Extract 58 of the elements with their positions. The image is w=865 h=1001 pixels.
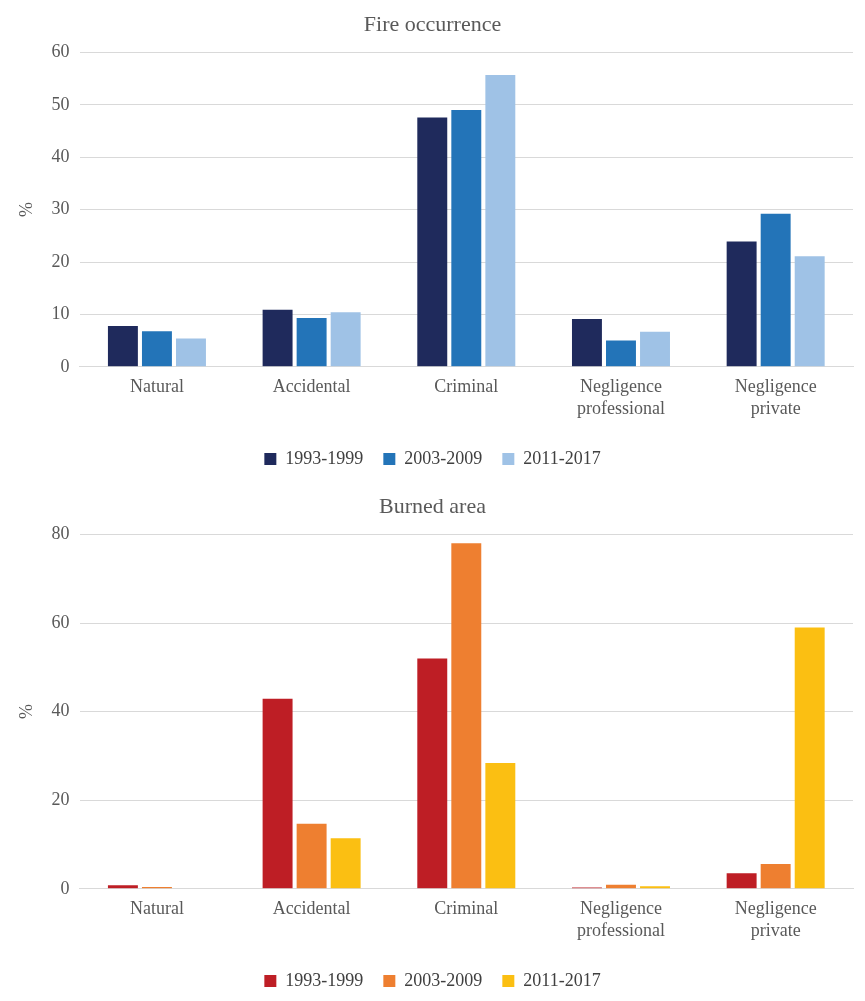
x-tick-label: Natural	[129, 376, 184, 397]
x-tick-label: Negligence professional	[576, 898, 665, 940]
legend-label: 1993-1999	[285, 969, 364, 990]
bar	[141, 331, 172, 367]
y-tick-label: 40	[51, 145, 70, 166]
bar	[262, 309, 293, 367]
bar	[176, 338, 206, 367]
bar	[794, 627, 825, 889]
bar	[296, 823, 327, 889]
bar	[451, 543, 482, 889]
y-tick-label: 50	[51, 93, 70, 114]
x-tick-label: Negligence private	[734, 376, 817, 418]
y-tick-label: 20	[51, 788, 70, 809]
y-tick-label: 40	[51, 700, 70, 721]
bar	[451, 110, 482, 367]
legend-label: 1993-1999	[285, 447, 364, 468]
y-tick-label: 60	[51, 41, 70, 62]
y-tick-label: 60	[51, 611, 70, 632]
bar	[107, 885, 138, 889]
bar	[640, 331, 670, 367]
y-axis-title: %	[15, 704, 36, 720]
y-tick-label: 10	[51, 303, 70, 324]
bar	[760, 213, 791, 367]
bar	[606, 340, 636, 367]
legend-label: 2011-2017	[523, 447, 601, 468]
bar	[485, 762, 516, 889]
x-tick-label: Negligence professional	[576, 376, 665, 418]
bar	[330, 312, 361, 367]
bar	[571, 319, 602, 367]
bar	[760, 863, 791, 889]
y-tick-label: 0	[60, 355, 70, 376]
bar	[107, 325, 138, 367]
bar	[726, 241, 757, 367]
chart-title: Burned area	[379, 492, 487, 518]
legend-label: 2003-2009	[404, 447, 483, 468]
bar	[417, 658, 448, 889]
bar	[417, 117, 448, 367]
bar	[640, 886, 670, 889]
x-tick-label: Natural	[129, 898, 184, 919]
x-tick-label: Criminal	[434, 898, 499, 919]
bar	[262, 698, 293, 889]
y-tick-label: 20	[51, 250, 70, 271]
y-axis-title: %	[15, 202, 36, 218]
x-tick-label: Negligence private	[734, 898, 817, 940]
chart-title: Fire occurrence	[363, 10, 502, 36]
x-tick-label: Accidental	[272, 376, 351, 397]
bar	[726, 873, 757, 889]
y-tick-label: 0	[60, 877, 70, 898]
x-tick-label: Accidental	[272, 898, 351, 919]
legend-label: 2003-2009	[404, 969, 483, 990]
bar	[330, 838, 361, 889]
bar	[296, 318, 327, 367]
x-tick-label: Criminal	[434, 376, 499, 397]
bar	[794, 256, 825, 367]
y-tick-label: 30	[51, 198, 70, 219]
bar	[485, 74, 516, 367]
y-tick-label: 80	[51, 523, 70, 544]
legend-label: 2011-2017	[523, 969, 601, 990]
